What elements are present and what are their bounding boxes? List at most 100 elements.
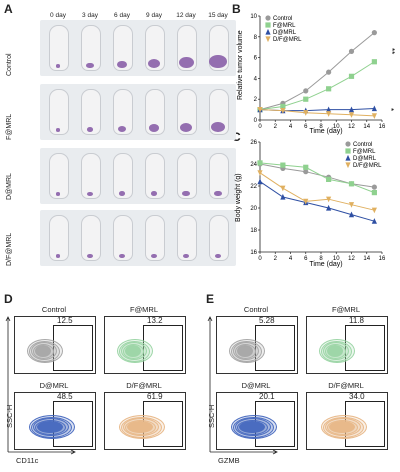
data-point	[280, 108, 286, 114]
panel-label-a: A	[4, 2, 13, 16]
facs-plot: 48.5	[14, 392, 96, 450]
data-point	[326, 111, 332, 117]
mouse-body	[209, 215, 229, 261]
x-tick-label: 4	[289, 256, 293, 262]
day-label: 9 day	[146, 12, 162, 19]
gate-percentage: 61.9	[147, 392, 163, 401]
y-axis-label: Body weight (g)	[235, 173, 242, 222]
mouse-photo	[136, 84, 172, 140]
day-label: 12 day	[176, 12, 196, 19]
panel-label-e: E	[206, 292, 215, 306]
data-point	[371, 218, 377, 224]
x-tick-label: 16	[379, 256, 386, 262]
legend-marker	[345, 148, 351, 154]
x-tick-label: 16	[379, 124, 386, 130]
tumor	[55, 128, 61, 132]
y-tick-label: 22	[250, 184, 257, 190]
tumor	[55, 192, 61, 196]
cell-population	[329, 421, 355, 433]
mouse-body	[113, 25, 133, 71]
x-tick-label: 2	[274, 256, 278, 262]
row-label: D@MRL	[6, 173, 13, 200]
data-point	[280, 103, 286, 110]
data-point	[303, 88, 309, 94]
body-weight-chart: Body weight (g) Time (day) 0 2 4 6 8 10 12 14 16…	[235, 140, 386, 268]
mouse-photo	[72, 210, 108, 266]
data-point	[348, 48, 355, 54]
mouse-body	[49, 25, 69, 71]
series-line	[259, 181, 375, 222]
tumor	[209, 54, 227, 68]
y-tick-label: 16	[250, 250, 257, 256]
y-tick-label: 4	[254, 76, 258, 82]
tumor	[150, 191, 158, 196]
tumor	[117, 60, 127, 68]
x-tick-label: 14	[363, 256, 370, 262]
tumor	[55, 254, 61, 258]
mouse-photo	[104, 210, 140, 266]
data-point	[326, 176, 332, 182]
data-point	[303, 198, 309, 205]
mouse-body	[49, 215, 69, 261]
tumor	[214, 190, 222, 196]
data-point	[280, 162, 286, 168]
x-axis-label: Time (day)	[309, 128, 342, 135]
mouse-photo	[40, 148, 76, 204]
mouse-body	[177, 153, 197, 199]
x-tick-label: 8	[319, 124, 323, 130]
x-tick-label: 10	[333, 124, 340, 130]
mouse-body	[49, 153, 69, 199]
series-line	[259, 32, 375, 111]
facs-plot-title: D/F@MRL	[126, 381, 162, 390]
axis-arrows	[207, 316, 278, 455]
panel-label-b: B	[232, 2, 241, 16]
facs-plot-title: F@MRL	[331, 305, 361, 314]
tumor	[148, 59, 160, 68]
mouse-photo	[104, 20, 140, 76]
row-label: Control	[6, 53, 13, 76]
x-tick-label: 14	[363, 124, 370, 130]
cell-population	[327, 345, 343, 357]
x-axis-label: Time (day)	[309, 261, 342, 268]
mouse-body	[81, 153, 101, 199]
mouse-photo	[104, 84, 140, 140]
legend-entry: Control	[273, 16, 292, 22]
mouse-photo	[40, 84, 76, 140]
y-tick-label: 20	[250, 206, 257, 212]
y-arrow	[5, 316, 11, 452]
y-tick-label: 8	[254, 35, 258, 41]
x-tick-label: 12	[348, 256, 355, 262]
y-tick-label: 26	[250, 140, 257, 146]
facs-plot: 20.1	[216, 392, 298, 450]
tumor	[183, 253, 189, 258]
data-point	[257, 160, 263, 166]
legend-marker	[265, 15, 271, 21]
legend-marker	[265, 36, 271, 43]
data-point	[280, 185, 286, 192]
x-tick-label: 10	[333, 256, 340, 262]
y-tick-label: 0	[254, 118, 258, 124]
x-tick-label: 0	[258, 256, 262, 262]
mouse-body	[49, 89, 69, 135]
series-line	[259, 163, 375, 188]
mouse-body	[177, 215, 197, 261]
mouse-photo	[40, 20, 76, 76]
data-point	[371, 105, 377, 112]
mouse-photo	[168, 20, 204, 76]
facs-plot-title: F@MRL	[129, 305, 159, 314]
mouse-body	[113, 89, 133, 135]
row-label: F@MRL	[6, 113, 13, 140]
tumor	[117, 125, 127, 132]
day-label: 6 day	[114, 12, 130, 19]
mouse-photo	[72, 20, 108, 76]
panel-label-d: D	[4, 292, 13, 306]
facs-plot-title: D/F@MRL	[328, 381, 364, 390]
data-point	[371, 30, 377, 36]
data-point	[348, 202, 355, 208]
y-tick-label: 6	[254, 56, 258, 62]
x-tick-label: 0	[258, 124, 262, 130]
cell-population	[127, 421, 153, 433]
data-point	[371, 207, 377, 214]
mouse-body	[113, 153, 133, 199]
tumor	[87, 253, 93, 258]
